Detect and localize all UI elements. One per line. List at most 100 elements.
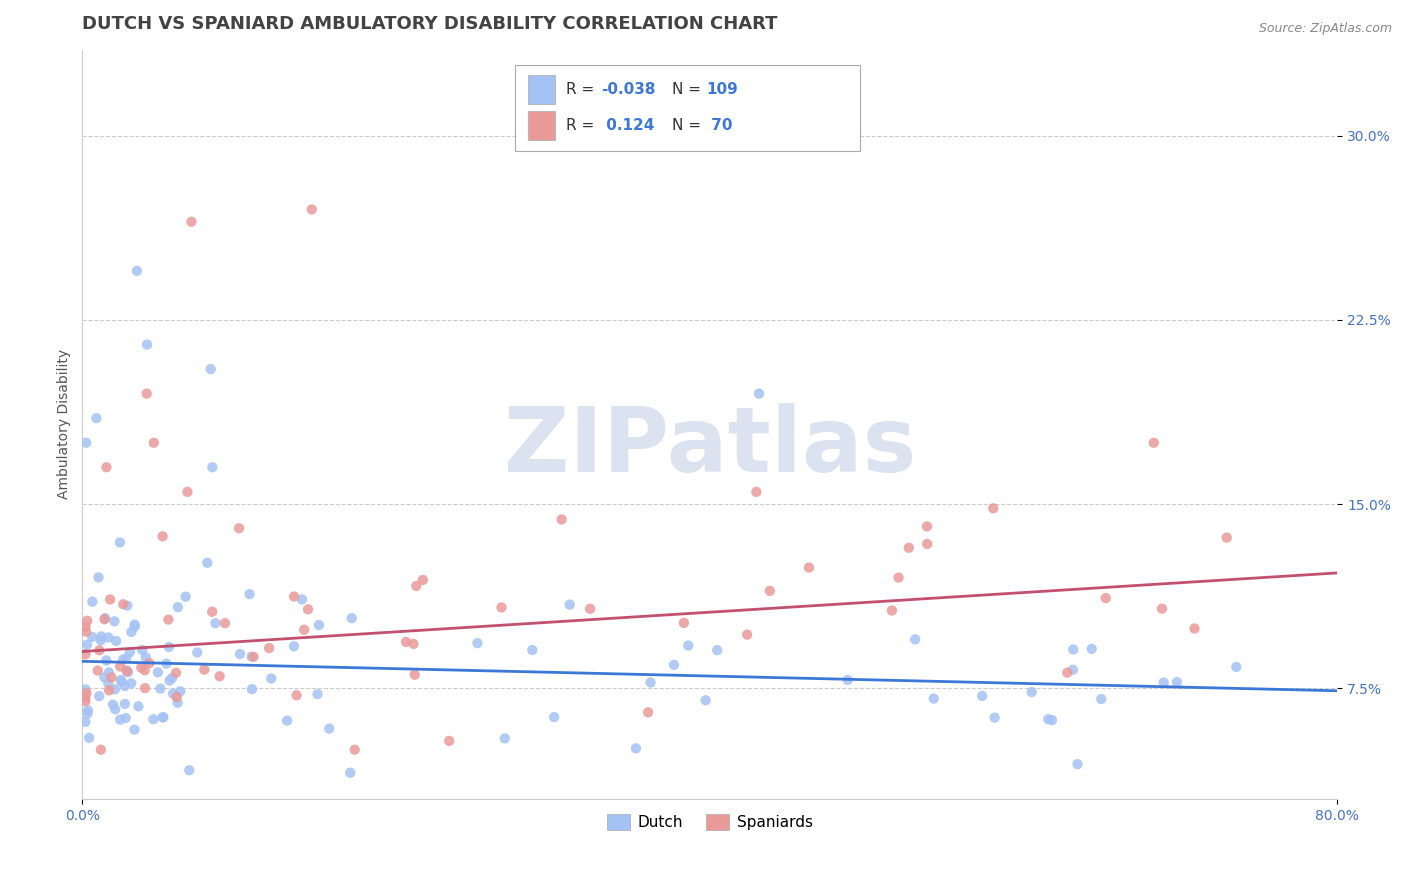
Point xyxy=(98,592,121,607)
Point xyxy=(179,764,201,778)
Point xyxy=(637,706,659,720)
Point xyxy=(494,731,516,746)
Point xyxy=(104,702,127,716)
Point xyxy=(76,686,98,700)
Point xyxy=(90,742,112,756)
Point xyxy=(174,590,197,604)
Text: ZIPatlas: ZIPatlas xyxy=(503,403,917,491)
Point xyxy=(1066,757,1088,772)
Point xyxy=(301,202,323,217)
Point xyxy=(117,665,139,679)
Point xyxy=(200,362,222,376)
Point xyxy=(115,651,138,665)
Point xyxy=(412,573,434,587)
Point xyxy=(1094,591,1116,606)
Point xyxy=(135,650,157,665)
Point xyxy=(735,627,758,641)
Text: 70: 70 xyxy=(706,118,733,133)
Point xyxy=(759,583,782,598)
Point xyxy=(90,629,112,643)
FancyBboxPatch shape xyxy=(516,65,860,151)
Point xyxy=(405,579,427,593)
Point xyxy=(395,635,418,649)
Point xyxy=(1090,692,1112,706)
Text: DUTCH VS SPANIARD AMBULATORY DISABILITY CORRELATION CHART: DUTCH VS SPANIARD AMBULATORY DISABILITY … xyxy=(83,15,778,33)
Text: 109: 109 xyxy=(706,82,738,97)
Point xyxy=(101,698,124,712)
Point xyxy=(124,619,146,633)
Point xyxy=(75,624,97,639)
Text: -0.038: -0.038 xyxy=(600,82,655,97)
Point xyxy=(402,637,425,651)
Point xyxy=(678,639,700,653)
Point xyxy=(291,592,314,607)
Point xyxy=(972,689,994,703)
Point xyxy=(1080,641,1102,656)
Point xyxy=(124,617,146,632)
Point xyxy=(77,703,100,717)
Point xyxy=(82,630,104,644)
Point xyxy=(180,215,202,229)
Point xyxy=(983,710,1005,724)
Point xyxy=(228,521,250,535)
Point xyxy=(108,659,131,673)
Point xyxy=(887,571,910,585)
Point xyxy=(98,683,121,698)
Point xyxy=(640,675,662,690)
Point xyxy=(208,669,231,683)
Point xyxy=(318,722,340,736)
Point xyxy=(77,731,100,745)
Point xyxy=(75,682,97,697)
Text: R =: R = xyxy=(565,118,599,133)
Point xyxy=(86,664,108,678)
Point xyxy=(922,691,945,706)
Point xyxy=(240,682,263,697)
Point xyxy=(297,602,319,616)
Point xyxy=(467,636,489,650)
Point xyxy=(260,672,283,686)
Point xyxy=(176,484,198,499)
Text: Source: ZipAtlas.com: Source: ZipAtlas.com xyxy=(1258,22,1392,36)
Point xyxy=(97,665,120,680)
Point xyxy=(93,670,115,684)
Point xyxy=(135,386,157,401)
Point xyxy=(110,673,132,687)
Point xyxy=(229,647,252,661)
Point xyxy=(159,673,181,688)
Point xyxy=(1215,531,1237,545)
Point xyxy=(981,501,1004,516)
Point xyxy=(214,616,236,631)
Point xyxy=(439,734,461,748)
Point xyxy=(152,529,174,543)
Point xyxy=(90,633,112,648)
Point xyxy=(115,664,138,678)
Point xyxy=(124,723,146,737)
Point xyxy=(745,484,768,499)
Point xyxy=(162,687,184,701)
Point xyxy=(110,674,132,689)
Point xyxy=(97,676,120,690)
Point xyxy=(897,541,920,555)
Point xyxy=(146,665,169,680)
Point xyxy=(1040,713,1063,727)
Point xyxy=(491,600,513,615)
Point xyxy=(307,687,329,701)
Point xyxy=(166,690,188,704)
Point xyxy=(339,765,361,780)
Point xyxy=(96,653,118,667)
Point xyxy=(1150,601,1173,615)
Y-axis label: Ambulatory Disability: Ambulatory Disability xyxy=(58,350,72,500)
FancyBboxPatch shape xyxy=(527,75,555,103)
Point xyxy=(86,411,108,425)
Point xyxy=(915,537,938,551)
Point xyxy=(165,665,187,680)
Point xyxy=(201,460,224,475)
Point xyxy=(748,386,770,401)
Point xyxy=(797,560,820,574)
Point xyxy=(157,640,180,654)
Point xyxy=(1062,663,1084,677)
Point xyxy=(97,631,120,645)
Point xyxy=(136,337,159,351)
Point xyxy=(75,690,97,705)
Point xyxy=(186,646,208,660)
